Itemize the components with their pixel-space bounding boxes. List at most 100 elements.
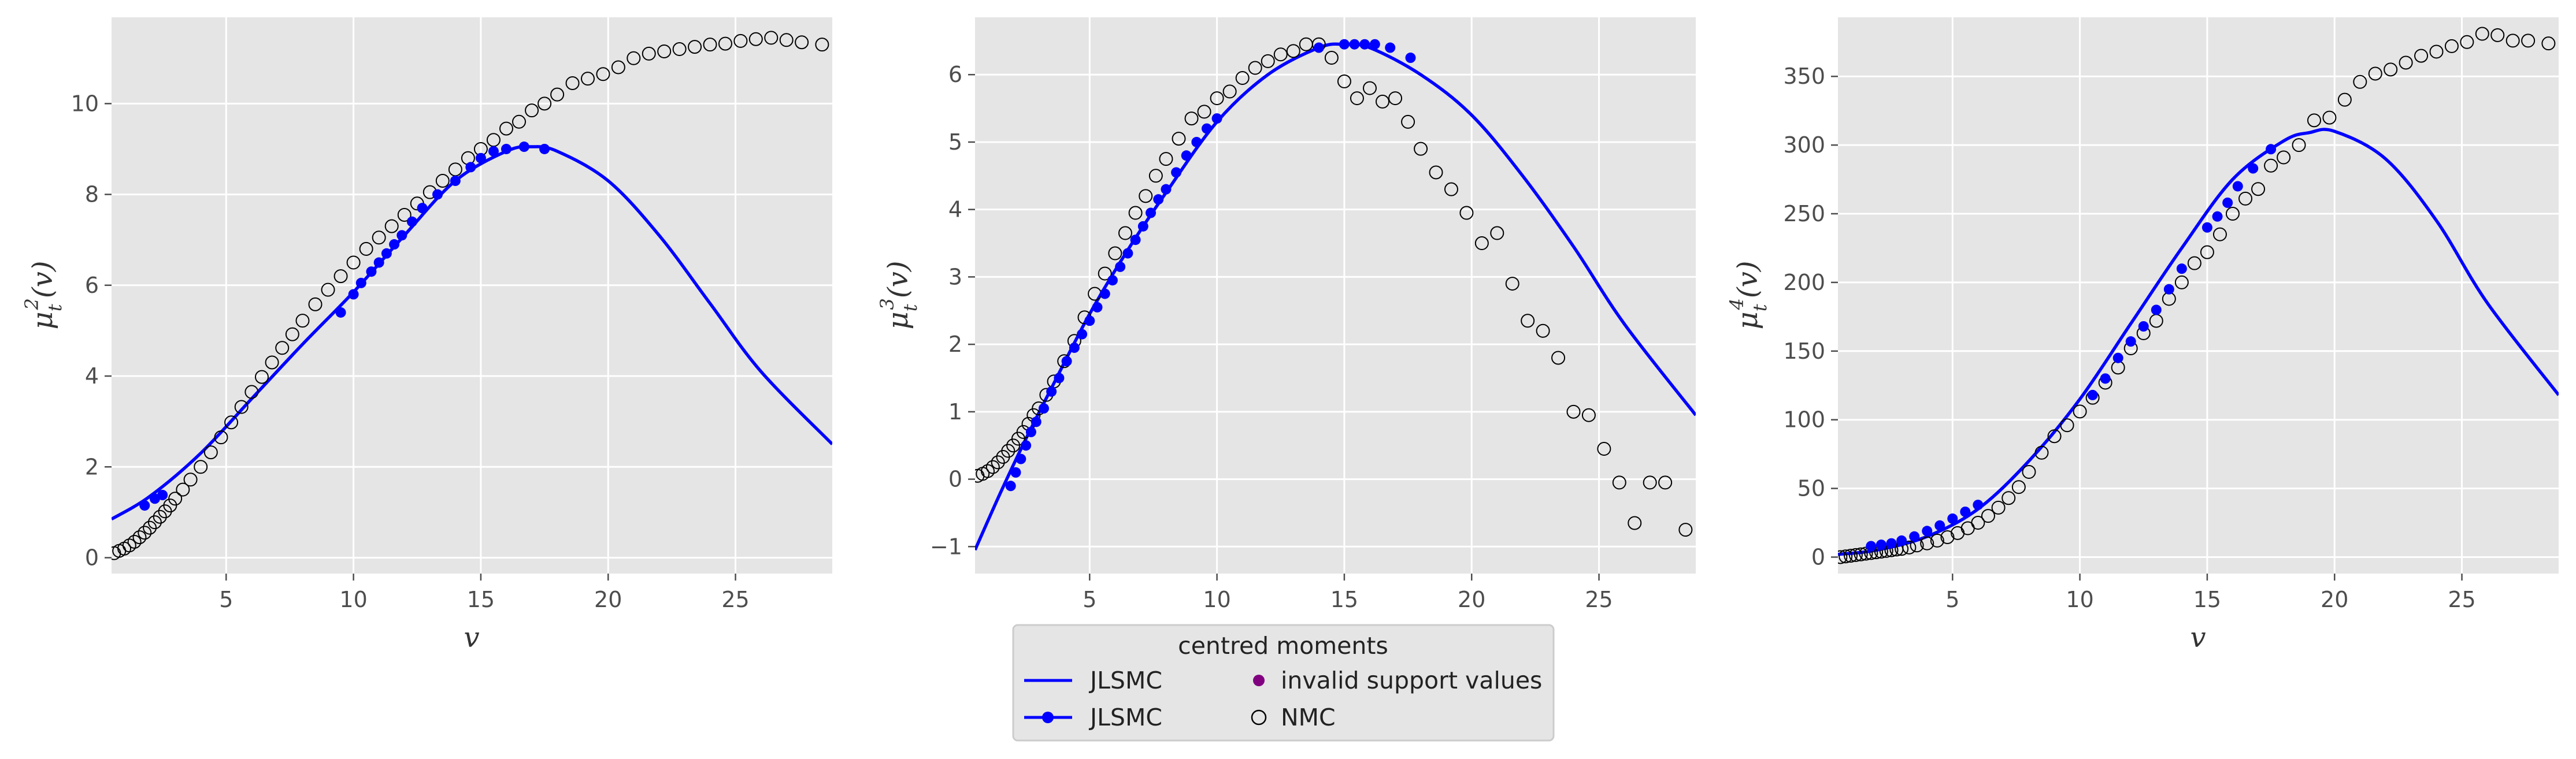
jlsmc-marker-mu3-31 — [1359, 39, 1370, 50]
nmc-point-mu4-58 — [2475, 27, 2489, 41]
nmc-point-mu3-33 — [1261, 54, 1275, 68]
legend-entry-jlsmc-marker: JLSMC — [1024, 704, 1162, 731]
grid-mu3 — [975, 17, 1696, 574]
legend-swatch-invalid — [1253, 675, 1265, 686]
nmc-points-mu2 — [112, 31, 829, 560]
nmc-point-mu2-48 — [596, 67, 610, 81]
jlsmc-marker-mu3-0 — [1005, 481, 1016, 492]
panel-mu3: 5 10 15 20 25 −1 0 1 2 3 4 5 6 μt3(v) — [876, 17, 1696, 612]
nmc-point-mu2-31 — [372, 230, 386, 245]
nmc-point-mu3-41 — [1362, 81, 1377, 95]
nmc-point-mu4-51 — [2368, 66, 2382, 81]
jlsmc-marker-mu2-7 — [373, 257, 384, 268]
jlsmc-marker-mu2-18 — [501, 143, 512, 154]
jlsmc-marker-mu3-11 — [1077, 329, 1088, 340]
jlsmc-marker-mu3-1 — [1010, 467, 1021, 478]
nmc-point-mu4-40 — [2212, 227, 2227, 241]
nmc-point-mu2-22 — [265, 355, 279, 370]
jlsmc-marker-mu3-26 — [1201, 123, 1212, 134]
jlsmc-marker-mu3-16 — [1115, 261, 1126, 272]
nmc-point-mu2-36 — [435, 174, 450, 188]
nmc-point-mu2-25 — [295, 314, 310, 328]
nmc-point-mu4-49 — [2337, 92, 2352, 107]
legend-box — [1012, 624, 1555, 742]
jlsmc-marker-mu4-7 — [1947, 513, 1958, 524]
nmc-point-mu4-2 — [1844, 549, 1858, 563]
jlsmc-marker-mu3-2 — [1015, 453, 1026, 464]
nmc-point-mu3-54 — [1551, 351, 1566, 365]
jlsmc-line-mu4 — [1838, 128, 2559, 556]
nmc-point-mu4-28 — [2060, 418, 2074, 433]
nmc-point-mu4-57 — [2460, 35, 2474, 49]
nmc-point-mu3-27 — [1184, 111, 1199, 126]
y-tick-label-mu4-5: 250 — [1783, 201, 1825, 226]
jlsmc-marker-mu4-19 — [2212, 211, 2223, 222]
jlsmc-markers-mu3 — [1005, 39, 1416, 492]
jlsmc-marker-mu2-15 — [465, 162, 476, 173]
nmc-point-mu4-53 — [2399, 55, 2413, 70]
grid-mu2 — [112, 17, 832, 574]
panel-mu2: 5 10 15 20 25 0 2 4 6 8 10 v μt2(v) — [21, 17, 832, 654]
nmc-point-mu2-33 — [397, 207, 412, 222]
x-tick-label-mu4-1: 10 — [2066, 587, 2093, 612]
nmc-point-mu3-43 — [1388, 91, 1403, 106]
nmc-point-mu4-3 — [1848, 548, 1863, 562]
nmc-point-mu3-58 — [1612, 475, 1626, 490]
jlsmc-marker-mu3-34 — [1405, 53, 1416, 64]
jlsmc-marker-mu2-10 — [396, 230, 407, 241]
jlsmc-marker-mu3-32 — [1369, 39, 1380, 50]
nmc-point-mu4-43 — [2251, 182, 2266, 196]
jlsmc-marker-mu4-14 — [2138, 321, 2149, 332]
nmc-point-mu2-51 — [642, 46, 656, 61]
legend-title: centred moments — [1178, 632, 1388, 660]
jlsmc-marker-mu3-10 — [1069, 342, 1080, 353]
jlsmc-marker-mu3-12 — [1084, 315, 1095, 326]
nmc-point-mu2-5 — [132, 530, 147, 545]
y-tick-label-mu4-1: 50 — [1797, 476, 1825, 501]
y-tick-label-mu2-2: 4 — [85, 363, 99, 389]
nmc-point-mu2-26 — [308, 297, 323, 311]
jlsmc-marker-mu4-4 — [1909, 531, 1920, 542]
nmc-point-mu3-50 — [1490, 226, 1504, 240]
x-tick-label-mu2-4: 25 — [721, 587, 749, 612]
nmc-point-mu4-61 — [2521, 34, 2536, 48]
nmc-point-mu3-51 — [1505, 277, 1519, 291]
jlsmc-marker-mu4-13 — [2125, 336, 2136, 347]
nmc-point-mu3-21 — [1118, 226, 1132, 240]
nmc-point-mu3-35 — [1286, 44, 1300, 58]
legend-label-jlsmc-line: JLSMC — [1088, 667, 1162, 694]
nmc-point-mu4-22 — [1991, 500, 2006, 515]
nmc-point-mu3-42 — [1376, 94, 1390, 109]
legend: centred moments JLSMC JLSMC invalid supp… — [1012, 624, 1555, 742]
legend-label-nmc: NMC — [1281, 704, 1336, 731]
nmc-point-mu4-50 — [2353, 75, 2367, 89]
nmc-point-mu4-23 — [2002, 491, 2016, 505]
jlsmc-marker-mu3-18 — [1130, 235, 1141, 245]
jlsmc-marker-mu4-5 — [1922, 526, 1933, 537]
nmc-point-mu2-61 — [795, 35, 809, 50]
jlsmc-marker-mu3-33 — [1385, 42, 1396, 53]
nmc-point-mu3-25 — [1159, 152, 1173, 166]
nmc-point-mu3-55 — [1566, 404, 1581, 419]
y-ticks-mu3: −1 0 1 2 3 4 5 6 — [930, 62, 975, 559]
nmc-point-mu2-62 — [815, 38, 829, 52]
jlsmc-marker-mu3-28 — [1313, 42, 1324, 53]
nmc-point-mu3-20 — [1108, 246, 1122, 261]
nmc-point-mu2-30 — [359, 241, 373, 256]
y-tick-label-mu3-7: 6 — [948, 62, 962, 87]
nmc-point-mu4-27 — [2047, 429, 2062, 444]
jlsmc-marker-mu4-3 — [1896, 535, 1907, 546]
nmc-point-mu2-16 — [203, 445, 218, 460]
nmc-point-mu4-1 — [1839, 549, 1853, 564]
y-axis-label-mu4: μt4(v) — [1726, 261, 1771, 330]
legend-entry-invalid: invalid support values — [1253, 667, 1542, 694]
nmc-point-mu3-34 — [1273, 47, 1288, 62]
nmc-point-mu4-45 — [2277, 150, 2291, 165]
x-ticks-mu4: 5 10 15 20 25 — [1945, 574, 2476, 612]
x-tick-label-mu2-0: 5 — [219, 587, 233, 612]
legend-label-invalid: invalid support values — [1281, 667, 1542, 694]
jlsmc-marker-mu3-8 — [1054, 373, 1065, 384]
nmc-point-mu2-15 — [194, 460, 208, 474]
y-tick-label-mu4-7: 350 — [1783, 64, 1825, 89]
nmc-point-mu3-38 — [1324, 51, 1339, 65]
